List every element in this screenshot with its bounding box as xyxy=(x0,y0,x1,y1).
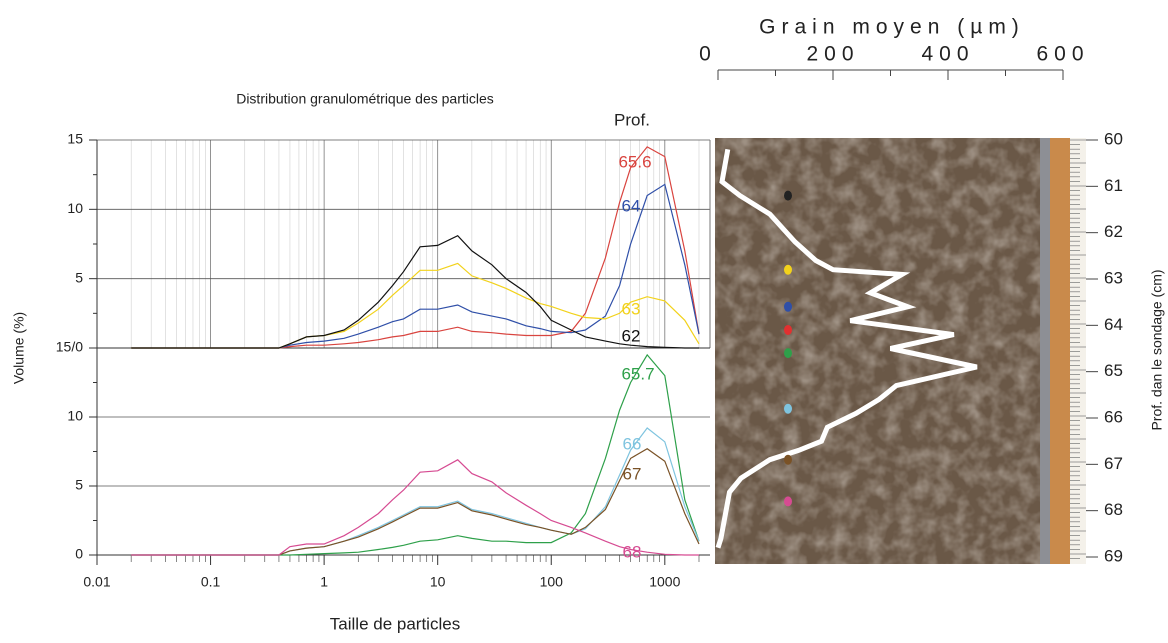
series-label: 67 xyxy=(623,464,642,483)
y-tick-label: 63 xyxy=(1104,268,1123,287)
x-axis-label: Taille de particles xyxy=(330,614,460,633)
x-tick-label: 0.1 xyxy=(201,574,221,590)
y-tick-label: 61 xyxy=(1104,176,1123,195)
y-tick-label: 0 xyxy=(75,546,83,562)
depth-axis-label: Prof. dan le sondage (cm) xyxy=(1149,269,1165,430)
y-axis-label: Volume (%) xyxy=(11,312,27,384)
chart-title: Distribution granulométrique des particl… xyxy=(236,91,494,107)
series-line xyxy=(131,234,699,349)
series-line xyxy=(131,459,699,556)
series-label: 68 xyxy=(623,542,642,561)
sample-dot xyxy=(784,454,792,465)
y-tick-label: 67 xyxy=(1104,454,1123,473)
series-line xyxy=(131,353,700,556)
sample-dot xyxy=(784,403,792,414)
grain-profile xyxy=(715,148,978,549)
series-label: 65.7 xyxy=(621,364,654,383)
y-tick-label: 15 xyxy=(67,131,83,147)
sample-dot xyxy=(784,324,792,335)
y-tick-label: 65 xyxy=(1104,361,1123,380)
x-tick-label: 200 xyxy=(806,43,859,66)
series-label: 62 xyxy=(622,326,641,345)
series-label: 65.6 xyxy=(618,152,651,171)
core-liner xyxy=(1040,138,1050,564)
x-tick-label: 10 xyxy=(430,574,446,590)
y-tick-label: 60 xyxy=(1104,129,1123,148)
x-tick-label: 400 xyxy=(921,43,974,66)
y-tick-label: 10 xyxy=(67,408,83,424)
x-tick-label: 0 xyxy=(699,43,717,66)
y-tick-label: 66 xyxy=(1104,407,1123,426)
profile-title: Grain moyen (µm) xyxy=(759,16,1025,39)
series-line xyxy=(131,447,700,556)
sample-dot xyxy=(784,301,792,312)
y-tick-label: 15/0 xyxy=(56,339,83,355)
x-tick-label: 600 xyxy=(1036,43,1089,66)
sample-dot xyxy=(784,496,792,507)
y-tick-label: 62 xyxy=(1104,222,1123,241)
sample-dot xyxy=(784,264,792,275)
x-tick-label: 1000 xyxy=(649,574,680,590)
sample-dot xyxy=(784,348,792,359)
series-line xyxy=(131,183,700,349)
x-tick-label: 0.01 xyxy=(83,574,110,590)
y-tick-label: 68 xyxy=(1104,500,1123,519)
core-photo xyxy=(715,138,1086,564)
x-tick-label: 1 xyxy=(320,574,328,590)
y-tick-label: 69 xyxy=(1104,546,1123,565)
series-line xyxy=(131,146,700,349)
y-tick-label: 64 xyxy=(1104,315,1123,334)
x-tick-label: 100 xyxy=(540,574,564,590)
y-tick-label: 5 xyxy=(75,269,83,285)
core-texture xyxy=(715,138,1042,564)
series-label: 64 xyxy=(622,196,641,215)
y-tick-label: 5 xyxy=(75,477,83,493)
legend-title: Prof. xyxy=(614,110,650,129)
sample-dot xyxy=(784,190,792,201)
ruler xyxy=(1070,138,1086,564)
series-label: 66 xyxy=(623,434,642,453)
y-tick-label: 10 xyxy=(67,200,83,216)
series-line xyxy=(131,262,700,349)
core-tape xyxy=(1050,138,1070,564)
series-label: 63 xyxy=(622,299,641,318)
